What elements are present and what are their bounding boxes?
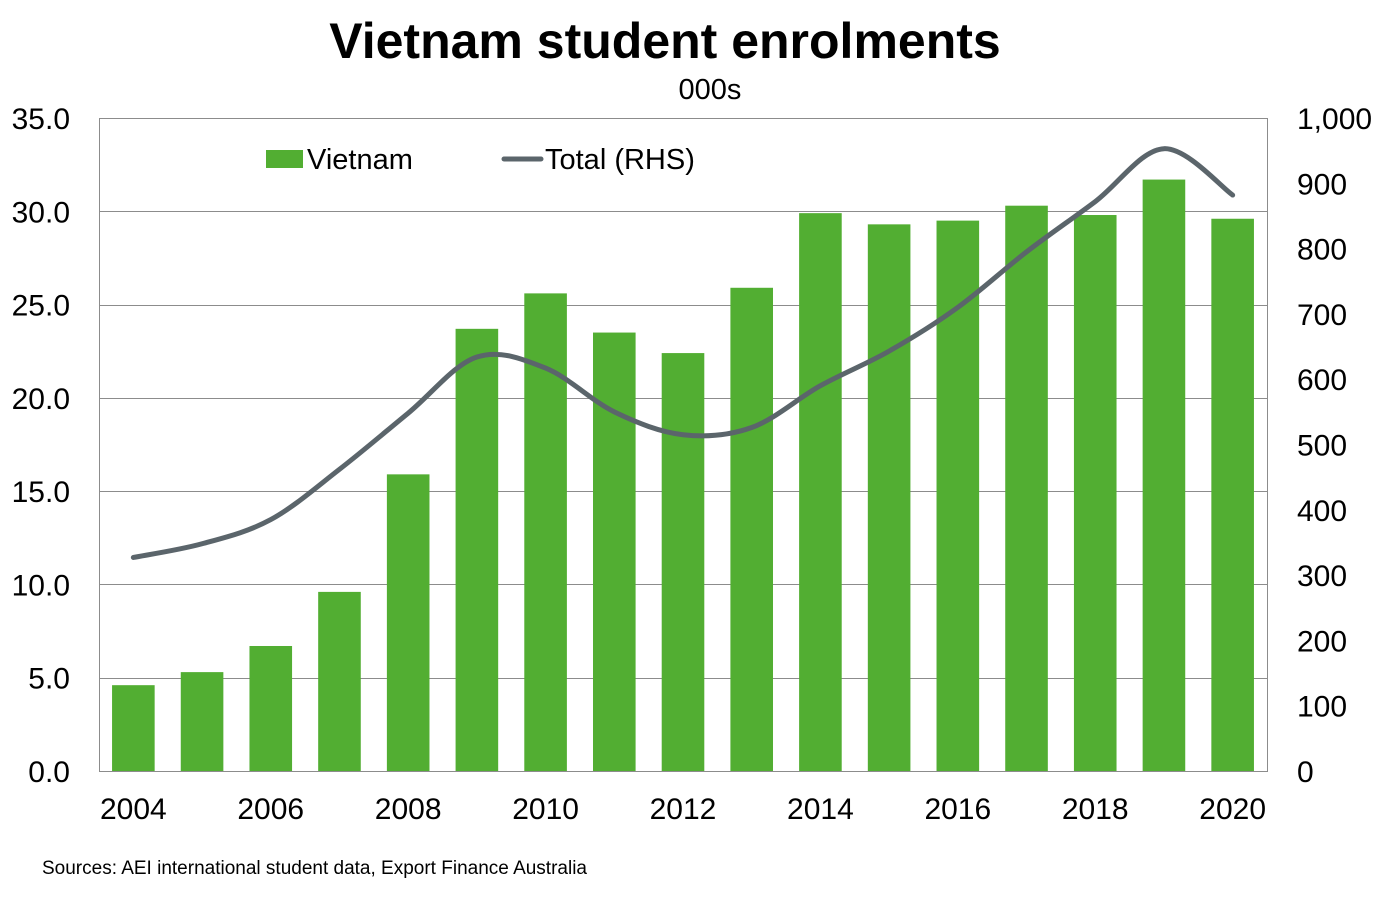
- right-y-tick-label: 700: [1297, 299, 1347, 332]
- x-axis: 2004 2006 2008 2010 2012 2014 2016 2018 2020: [100, 793, 1266, 826]
- left-y-axis: 0.0 5.0 10.0 15.0 20.0 25.0 30.0 35.0: [12, 103, 70, 789]
- bar-vietnam: [318, 591, 361, 771]
- bar-vietnam: [867, 224, 911, 772]
- x-tick-label: 2014: [787, 793, 854, 826]
- x-tick-label: 2008: [375, 793, 442, 826]
- legend-swatch-vietnam: [266, 150, 303, 168]
- bar-vietnam: [112, 685, 155, 771]
- left-y-tick-label: 5.0: [28, 663, 70, 696]
- left-y-tick-label: 20.0: [12, 383, 70, 416]
- source-note: Sources: AEI international student data,…: [42, 858, 587, 879]
- right-y-tick-label: 900: [1297, 168, 1347, 201]
- bar-vietnam: [386, 474, 430, 771]
- chart-subtitle: 000s: [678, 74, 742, 106]
- x-tick-label: 2006: [237, 793, 304, 826]
- bar-vietnam: [730, 287, 774, 771]
- x-tick-label: 2016: [924, 793, 991, 826]
- x-tick-label: 2012: [650, 793, 717, 826]
- chart-title: Vietnam student enrolments: [329, 13, 1001, 69]
- bar-vietnam: [180, 672, 224, 771]
- bar-vietnam: [592, 332, 636, 771]
- right-y-tick-label: 400: [1297, 495, 1347, 528]
- right-y-tick-label: 0: [1297, 756, 1314, 789]
- legend-label-total: Total (RHS): [545, 144, 695, 176]
- total-line: [130, 146, 1236, 560]
- bar-vietnam: [799, 213, 842, 771]
- plot-frame: [99, 118, 1268, 772]
- bar-vietnam: [455, 328, 499, 771]
- bar-series: [112, 179, 1254, 772]
- right-y-tick-label: 100: [1297, 691, 1347, 724]
- bar-vietnam: [1142, 179, 1186, 771]
- right-y-tick-label: 200: [1297, 625, 1347, 658]
- legend-label-vietnam: Vietnam: [307, 144, 413, 176]
- right-y-tick-label: 800: [1297, 234, 1347, 267]
- legend: Vietnam Total (RHS): [266, 144, 695, 176]
- left-y-tick-label: 15.0: [12, 476, 70, 509]
- bar-vietnam: [249, 645, 293, 771]
- x-tick-label: 2010: [512, 793, 579, 826]
- bar-vietnam: [1073, 215, 1117, 771]
- x-tick-label: 2020: [1199, 793, 1266, 826]
- bar-vietnam: [661, 353, 705, 771]
- right-y-tick-label: 1,000: [1297, 103, 1372, 136]
- bar-vietnam: [936, 220, 980, 772]
- left-y-tick-label: 25.0: [12, 290, 70, 323]
- right-y-tick-label: 300: [1297, 560, 1347, 593]
- x-tick-label: 2004: [100, 793, 167, 826]
- right-y-tick-label: 600: [1297, 364, 1347, 397]
- left-y-tick-label: 10.0: [12, 569, 70, 602]
- bar-vietnam: [1005, 205, 1048, 771]
- right-y-tick-label: 500: [1297, 430, 1347, 463]
- left-y-tick-label: 30.0: [12, 196, 70, 229]
- left-y-tick-label: 35.0: [12, 103, 70, 136]
- right-y-axis: 0 100 200 300 400 500 600 700 800 900 1,000: [1297, 103, 1372, 789]
- x-tick-label: 2018: [1062, 793, 1129, 826]
- bar-vietnam: [1211, 218, 1254, 772]
- left-y-tick-label: 0.0: [28, 756, 70, 789]
